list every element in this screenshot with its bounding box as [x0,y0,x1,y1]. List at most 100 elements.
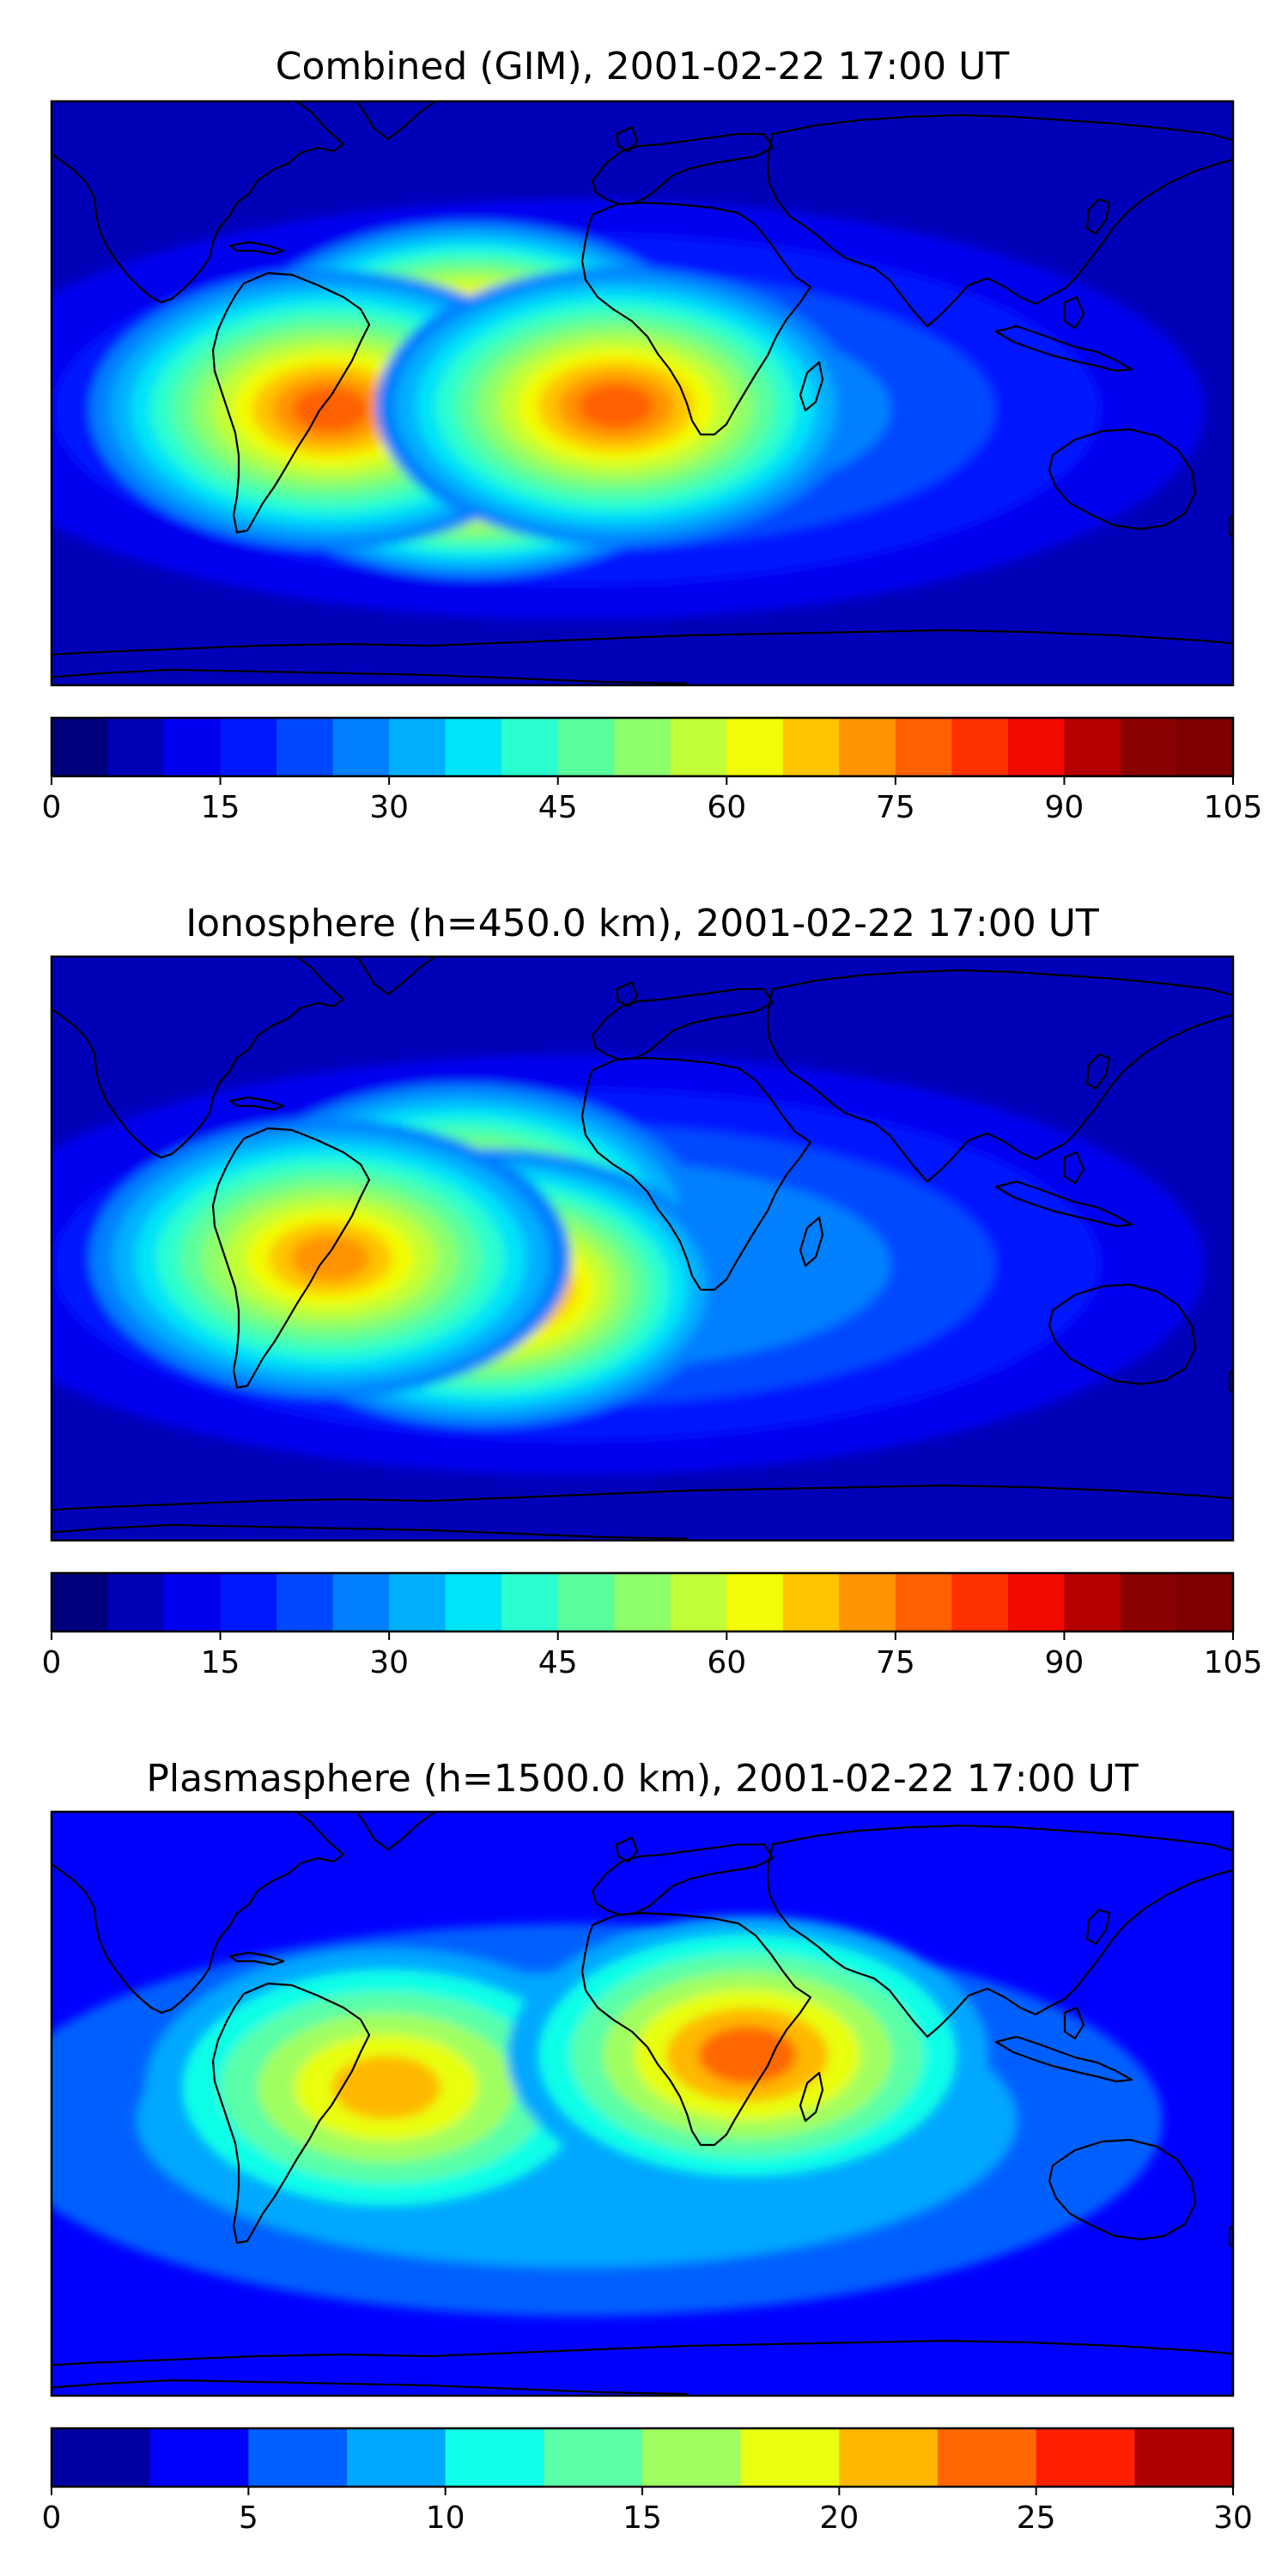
colorbar-segment [1036,2428,1135,2487]
colorbar-tick-label: 0 [42,790,62,825]
colorbar-tick-label: 45 [538,1645,578,1680]
colorbar: 0 5 10 15 20 25 30 [42,2427,1253,2536]
colorbar-segment [544,2428,643,2487]
colorbar-segment [52,2428,151,2487]
colorbar-tick-label: 90 [1045,790,1084,825]
colorbar-tick-label: 105 [1204,1645,1263,1680]
colorbar-segment [782,1573,840,1631]
panel-1: Combined (GIM), 2001-02-22 17:00 UT 0 15 30… [42,45,1263,825]
map-frame [50,955,1235,1542]
colorbar-tick-label: 30 [369,1645,409,1680]
colorbar-tick-label: 20 [819,2500,859,2536]
colorbar: 0 15 30 45 60 75 90 105 [42,1571,1263,1680]
colorbar-segment [895,718,952,776]
colorbar-tick-label: 30 [1213,2500,1253,2536]
colorbar-tick-label: 45 [538,790,578,825]
hotspot-atlantic-east [578,384,654,428]
colorbar-segment [445,2428,544,2487]
colorbar-segment [1007,1573,1066,1631]
colorbar-segment [557,718,615,776]
colorbar-tick-label: 25 [1017,2500,1056,2536]
panel-title: Plasmasphere (h=1500.0 km), 2001-02-22 1… [146,1757,1138,1801]
colorbar-tick-label: 0 [42,2500,62,2536]
colorbar-frame [50,1571,1235,1633]
colorbar-segment [726,718,784,776]
panel-title: Combined (GIM), 2001-02-22 17:00 UT [276,45,1010,88]
colorbar-segment [614,718,671,776]
panel-2: Ionosphere (h=450.0 km), 2001-02-22 17:0… [42,902,1263,1680]
map-field [52,101,1233,685]
colorbar-tick-label: 60 [707,790,746,825]
colorbar-tick-label: 75 [876,790,915,825]
colorbar-segment [248,2428,348,2487]
colorbar-segment [220,718,277,776]
colorbar-segment [1007,718,1066,776]
colorbar-tick-label: 75 [876,1645,915,1680]
colorbar-segment [670,718,727,776]
colorbar-segment [332,1573,390,1631]
colorbar-tick-label: 30 [369,790,409,825]
colorbar-segment [389,1573,447,1631]
panel-title: Ionosphere (h=450.0 km), 2001-02-22 17:0… [185,902,1099,945]
panel-3: Plasmasphere (h=1500.0 km), 2001-02-22 1… [42,1757,1253,2536]
colorbar-segment [347,2428,447,2487]
colorbar-segment [1064,1573,1121,1631]
colorbar-segment [1064,718,1121,776]
colorbar-tick-label: 10 [426,2500,465,2536]
colorbar-segment [107,1573,165,1631]
colorbar-segment [895,1573,952,1631]
colorbar-tick-label: 15 [201,790,240,825]
colorbar-tick-label: 5 [239,2500,258,2536]
colorbar-segment [839,718,896,776]
colorbar-tick-label: 60 [707,1645,746,1680]
colorbar-segment [614,1573,671,1631]
colorbar-segment [445,1573,502,1631]
colorbar-segment [1134,2428,1234,2487]
colorbar-segment [670,1573,727,1631]
colorbar-tick-label: 90 [1045,1645,1084,1680]
colorbar-segment [220,1573,277,1631]
colorbar-tick-label: 15 [623,2500,662,2536]
colorbar-segment [107,718,165,776]
colorbar-tick-label: 105 [1204,790,1263,825]
hotspot-pacific-west [293,387,368,432]
hotspot-east-africa [698,2026,797,2084]
colorbar-segment [839,1573,896,1631]
colorbar-segment [951,718,1009,776]
colorbar-segment [389,718,447,776]
colorbar-segment [276,718,334,776]
colorbar-segment [501,1573,559,1631]
colorbar-segment [276,1573,334,1631]
hotspot-caribbean [331,2056,441,2120]
colorbar-frame [50,716,1235,778]
colorbar-segment [52,1573,109,1631]
map-frame [50,1810,1235,2397]
colorbar-segment [938,2428,1037,2487]
colorbar-segment [164,718,222,776]
colorbar-segment [52,718,109,776]
colorbar-segment [501,718,559,776]
colorbar-tick-label: 0 [42,1645,62,1680]
colorbar-segment [740,2428,840,2487]
colorbar-segment [557,1573,615,1631]
colorbar-segment [1176,1573,1234,1631]
colorbar-segment [1176,718,1234,776]
hotspot-pacific-west [290,1235,370,1282]
colorbar-segment [445,718,502,776]
colorbar-segment [164,1573,222,1631]
colorbar-segment [332,718,390,776]
map-frame [50,100,1235,687]
colorbar-segment [1120,1573,1178,1631]
colorbar: 0 15 30 45 60 75 90 105 [42,716,1263,825]
colorbar-segment [726,1573,784,1631]
colorbar-segment [1120,718,1178,776]
colorbar-segment [782,718,840,776]
colorbar-segment [149,2428,249,2487]
colorbar-segment [642,2428,742,2487]
colorbar-segment [839,2428,939,2487]
map-field [52,957,1233,1540]
map-field [52,1812,1233,2396]
colorbar-segment [951,1573,1009,1631]
colorbar-tick-label: 15 [201,1645,240,1680]
